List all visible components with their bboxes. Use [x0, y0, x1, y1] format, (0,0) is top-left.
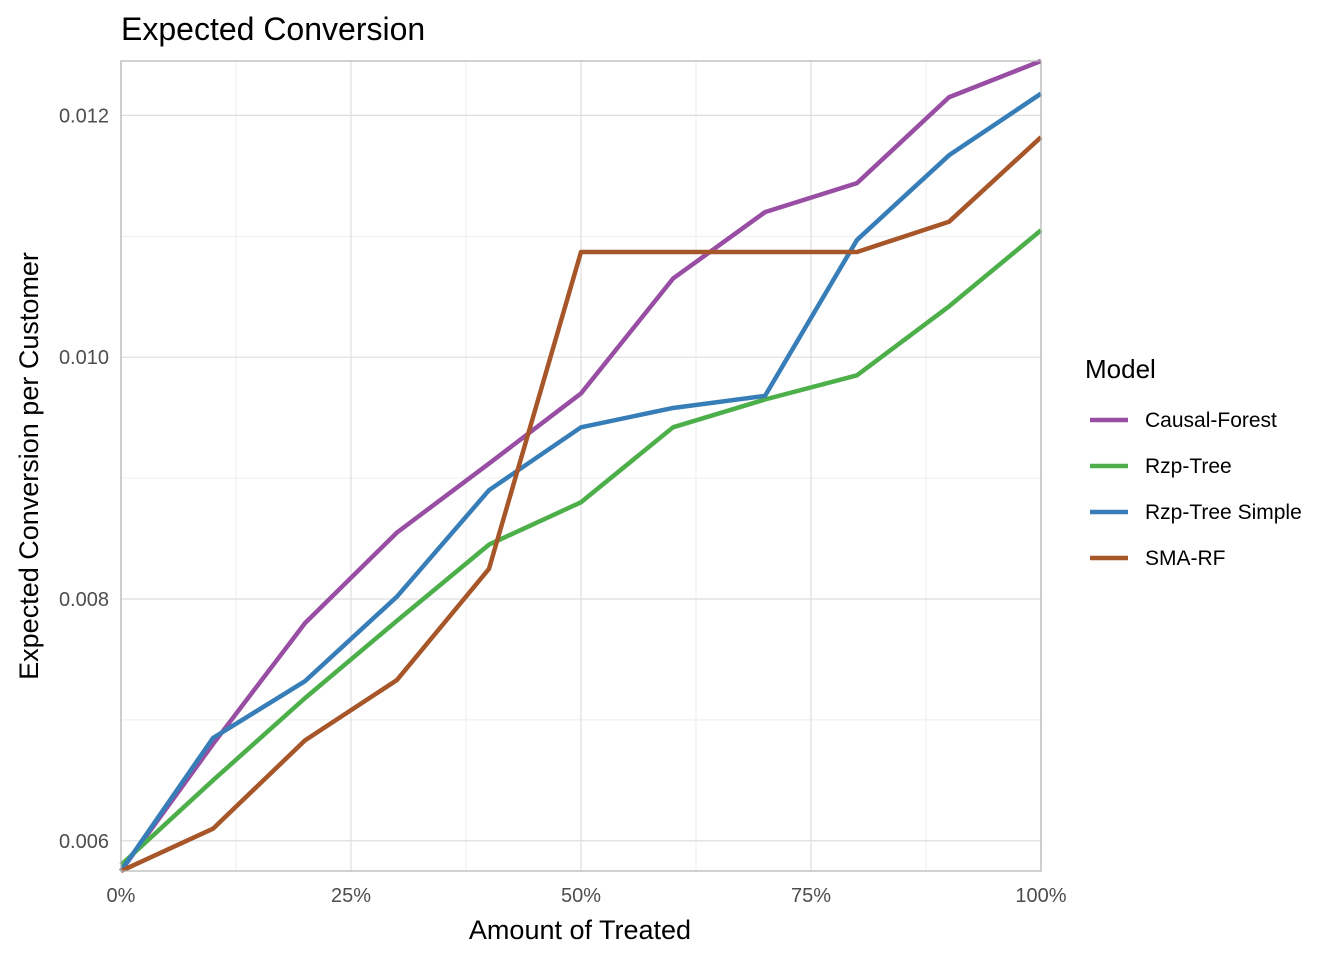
- y-axis-ticks: 0.006 0.008 0.010 0.012: [59, 105, 109, 852]
- legend-item: Causal-Forest: [1090, 409, 1277, 432]
- series-line-rzp-tree: [119, 228, 1043, 867]
- x-axis-title: Amount of Treated: [469, 915, 691, 945]
- plot-series: [119, 58, 1043, 874]
- y-tick-label: 0.012: [59, 105, 109, 127]
- legend-item: Rzp-Tree: [1090, 455, 1232, 478]
- x-tick-label: 0%: [107, 885, 136, 907]
- x-axis-ticks: 0% 25% 50% 75% 100%: [107, 885, 1067, 907]
- x-tick-label: 100%: [1015, 885, 1066, 907]
- series-line-sma-rf: [120, 135, 1043, 874]
- legend-label: Rzp-Tree: [1145, 455, 1232, 478]
- legend: Model Causal-Forest Rzp-Tree Rzp-Tree Simp…: [1085, 354, 1302, 570]
- series-line-causal-forest: [119, 58, 1042, 873]
- legend-item: Rzp-Tree Simple: [1090, 501, 1302, 524]
- legend-label: Rzp-Tree Simple: [1145, 501, 1302, 524]
- x-tick-label: 50%: [561, 885, 601, 907]
- legend-label: Causal-Forest: [1145, 409, 1277, 432]
- x-tick-label: 25%: [331, 885, 371, 907]
- chart-title: Expected Conversion: [121, 11, 425, 47]
- y-tick-label: 0.006: [59, 831, 109, 853]
- legend-label: SMA-RF: [1145, 547, 1226, 570]
- plot-grid: [120, 61, 1042, 871]
- plot-panel-border: [120, 60, 1042, 872]
- x-tick-label: 75%: [791, 885, 831, 907]
- legend-item: SMA-RF: [1090, 547, 1226, 570]
- y-tick-label: 0.010: [59, 347, 109, 369]
- y-axis-title: Expected Conversion per Customer: [14, 252, 44, 680]
- y-tick-label: 0.008: [59, 589, 109, 611]
- legend-title: Model: [1085, 354, 1156, 384]
- series-line-rzp-tree-simple: [119, 91, 1043, 873]
